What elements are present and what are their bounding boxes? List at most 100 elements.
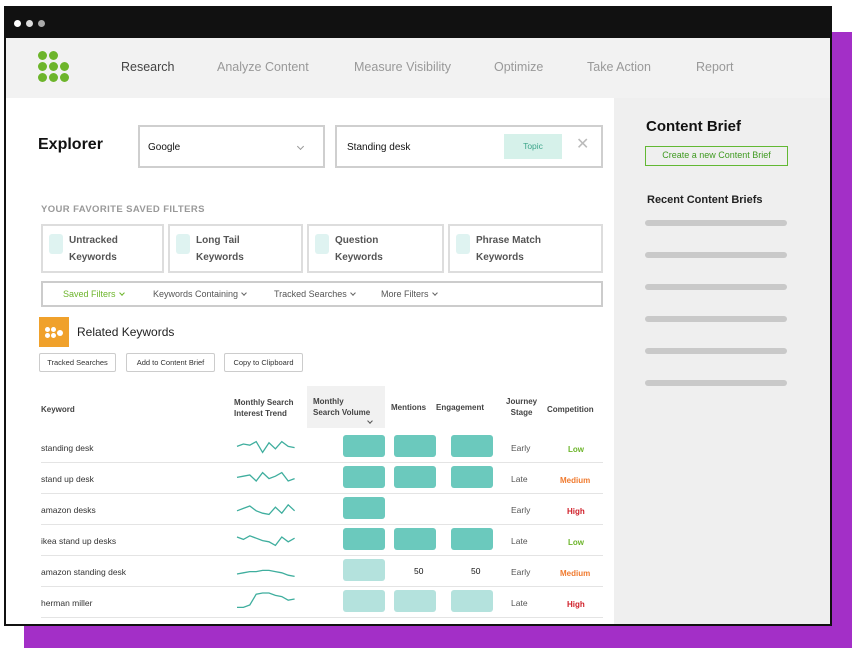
trend-line — [236, 535, 295, 547]
trend-line — [236, 503, 296, 516]
header-stage[interactable]: Journey Stage — [506, 397, 538, 417]
header-keyword[interactable]: Keyword — [41, 405, 75, 414]
journey-stage: Late — [511, 474, 528, 484]
search-engine-value: Google — [148, 142, 181, 153]
table-row[interactable]: standing desk Early Low — [41, 432, 603, 463]
journey-stage: Early — [511, 567, 531, 577]
topic-tag-button[interactable]: Topic — [504, 134, 562, 159]
filter-card-long-tail[interactable]: Long Tail Keywords — [168, 224, 303, 273]
header-competition[interactable]: Competition — [547, 405, 594, 414]
mentions-value: 50 — [414, 566, 424, 576]
journey-stage: Late — [511, 598, 528, 608]
top-nav: Research Analyze Content Measure Visibil… — [6, 38, 830, 98]
engagement-bar — [451, 528, 493, 550]
related-keywords-icon — [39, 317, 69, 347]
trend-sparkline — [237, 592, 295, 609]
add-to-content-brief-button[interactable]: Add to Content Brief — [126, 353, 215, 372]
content-brief-title: Content Brief — [646, 118, 741, 135]
title-bar — [6, 8, 830, 38]
volume-bar — [343, 528, 385, 550]
volume-bar — [343, 435, 385, 457]
keywords-containing-dropdown[interactable]: Keywords Containing — [153, 289, 247, 299]
nav-analyze-content[interactable]: Analyze Content — [217, 60, 309, 74]
header-trend[interactable]: Monthly Search Interest Trend — [234, 398, 294, 418]
recent-briefs-heading: Recent Content Briefs — [647, 194, 763, 206]
recent-brief-placeholder[interactable] — [645, 284, 787, 290]
competition-level: Low — [568, 445, 584, 454]
trend-sparkline — [236, 440, 295, 454]
window-close-dot[interactable] — [14, 19, 21, 27]
keyword-cell[interactable]: standing desk — [41, 443, 94, 453]
close-icon[interactable]: ✕ — [576, 136, 590, 153]
keyword-cell[interactable]: herman miller — [41, 598, 93, 608]
filter-card-untracked[interactable]: Untracked Keywords — [41, 224, 164, 273]
competition-level: Low — [568, 538, 584, 547]
table-row[interactable]: stand up desk Late Medium — [41, 463, 603, 494]
filter-card-phrase-match[interactable]: Phrase Match Keywords — [448, 224, 603, 273]
volume-header-highlight[interactable] — [307, 386, 385, 428]
volume-bar — [343, 559, 385, 581]
window-minimize-dot[interactable] — [26, 19, 33, 27]
recent-brief-placeholder[interactable] — [645, 252, 787, 258]
recent-brief-placeholder[interactable] — [645, 348, 787, 354]
mentions-bar — [394, 466, 436, 488]
more-filters-dropdown[interactable]: More Filters — [381, 289, 438, 299]
journey-stage: Early — [511, 443, 531, 453]
checkbox-icon — [49, 234, 63, 254]
nav-optimize[interactable]: Optimize — [494, 60, 544, 74]
volume-bar — [343, 466, 385, 488]
nav-take-action[interactable]: Take Action — [587, 60, 651, 74]
filter-card-label: Long Tail Keywords — [196, 235, 244, 263]
keyword-cell[interactable]: ikea stand up desks — [41, 536, 117, 546]
grid-dots-logo-icon[interactable] — [38, 51, 72, 85]
nav-measure-visibility[interactable]: Measure Visibility — [354, 60, 452, 74]
page-title: Explorer — [38, 136, 103, 153]
table-row[interactable]: amazon desks Early High — [41, 494, 603, 525]
content-brief-panel: Content Brief Create a new Content Brief… — [614, 98, 830, 624]
keyword-search-input[interactable]: Standing desk Topic ✕ — [335, 125, 603, 168]
mentions-bar — [394, 435, 436, 457]
nav-research[interactable]: Research — [121, 60, 175, 74]
table-row[interactable]: herman miller Late High — [41, 587, 603, 618]
competition-level: Medium — [560, 569, 591, 578]
explorer-panel: Explorer Google Standing desk Topic ✕ YO… — [6, 98, 614, 624]
journey-stage: Late — [511, 536, 528, 546]
tracked-searches-dropdown[interactable]: Tracked Searches — [274, 289, 356, 299]
keyword-cell[interactable]: amazon desks — [41, 505, 96, 515]
chevron-down-icon — [241, 290, 247, 296]
checkbox-icon — [456, 234, 470, 254]
app-window: Research Analyze Content Measure Visibil… — [4, 6, 832, 626]
recent-brief-placeholder[interactable] — [645, 220, 787, 226]
recent-brief-placeholder[interactable] — [645, 316, 787, 322]
header-mentions[interactable]: Mentions — [391, 403, 427, 412]
keyword-cell[interactable]: stand up desk — [41, 474, 94, 484]
mentions-bar — [394, 528, 436, 550]
saved-filters-dropdown[interactable]: Saved Filters — [63, 289, 125, 299]
competition-level: High — [567, 600, 585, 609]
volume-bar — [343, 590, 385, 612]
copy-to-clipboard-button[interactable]: Copy to Clipboard — [224, 353, 303, 372]
tracked-searches-button[interactable]: Tracked Searches — [39, 353, 116, 372]
window-maximize-dot[interactable] — [38, 19, 45, 27]
engagement-bar — [451, 435, 493, 457]
filter-card-question[interactable]: Question Keywords — [307, 224, 444, 273]
nav-report[interactable]: Report — [696, 60, 734, 74]
trend-line — [236, 569, 295, 578]
engagement-value: 50 — [471, 566, 481, 576]
table-row[interactable]: amazon standing desk 50 50 Early Medium — [41, 556, 603, 587]
table-row[interactable]: ikea stand up desks Late Low — [41, 525, 603, 556]
create-content-brief-button[interactable]: Create a new Content Brief — [645, 146, 788, 166]
engagement-bar — [451, 590, 493, 612]
filter-bar: Saved Filters Keywords Containing Tracke… — [41, 281, 603, 307]
keyword-cell[interactable]: amazon standing desk — [41, 567, 127, 577]
header-volume[interactable]: Monthly Search Volume — [313, 397, 371, 417]
search-value: Standing desk — [347, 142, 411, 153]
search-engine-select[interactable]: Google — [138, 125, 325, 168]
recent-brief-placeholder[interactable] — [645, 380, 787, 386]
trend-sparkline — [236, 535, 295, 547]
volume-bar — [343, 497, 385, 519]
trend-line — [236, 471, 295, 482]
trend-line — [236, 440, 295, 454]
checkbox-icon — [315, 234, 329, 254]
header-engagement[interactable]: Engagement — [436, 403, 485, 412]
